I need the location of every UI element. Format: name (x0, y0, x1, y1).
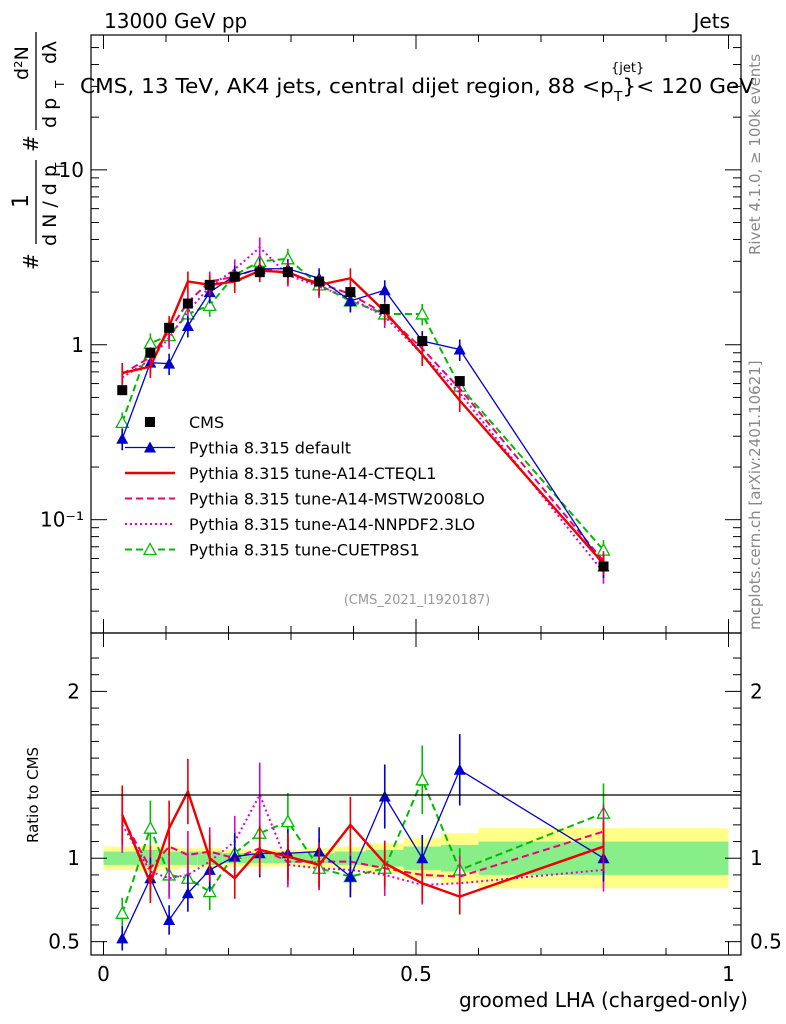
cuetp8s1-point (415, 306, 430, 320)
default-point (181, 320, 194, 332)
title-prefix: CMS, 13 TeV, AK4 jets, central dijet reg… (80, 74, 614, 98)
legend-marker-default (144, 441, 156, 453)
cteql1-line (121, 269, 605, 565)
default-point (378, 284, 391, 296)
legend-marker-cuetp8s1 (142, 542, 158, 556)
default-ratio-point (181, 887, 194, 899)
default-ratio-point (378, 790, 391, 802)
x-tick-label: 1 (722, 962, 735, 986)
cteql1-ratio-line (121, 788, 604, 898)
rivet-label: Rivet 4.1.0, ≥ 100k events (746, 54, 764, 255)
cms-point (204, 279, 215, 290)
x-tick-label: 0.5 (400, 962, 432, 986)
cms-point (417, 336, 428, 347)
x-tick-label: 0 (97, 962, 110, 986)
cuetp8s1-point (115, 415, 130, 429)
cms-point (117, 385, 128, 396)
cuetp8s1-ratio-point (115, 905, 130, 919)
ratio-y-tick-label: 0.5 (48, 930, 80, 954)
main-y-tick-label: 10⁻¹ (40, 508, 84, 532)
nnpdf-ratio-line (121, 792, 604, 886)
cms-point (379, 304, 390, 315)
default-ratio-point (116, 932, 129, 944)
cms-point (314, 276, 325, 287)
ylabel-subT2: T (53, 80, 67, 89)
legend-label-cms: CMS (189, 413, 224, 432)
ratio-y-tick-label-right: 2 (750, 679, 763, 703)
default-point (116, 432, 129, 444)
cuetp8s1-line (121, 257, 605, 551)
stat-uncertainty-band (103, 851, 141, 865)
default-ratio-point (416, 852, 429, 864)
cms-point (345, 287, 356, 298)
main-y-tick-label: 1 (71, 333, 84, 357)
main-ylabel: # 1 d N / d p T # d²N d p T dλ (9, 32, 67, 270)
main-series-group (115, 237, 611, 584)
cms-point (182, 298, 193, 309)
cuetp8s1-point (143, 335, 158, 349)
cms-point (454, 376, 465, 387)
ylabel-hash1: # (19, 253, 43, 270)
legend-label-mstw: Pythia 8.315 tune-A14-MSTW2008LO (189, 490, 485, 509)
ratio-y-tick-label: 1 (67, 846, 80, 870)
default-line (121, 268, 605, 567)
header-right: Jets (692, 9, 730, 33)
legend-label-cteql1: Pythia 8.315 tune-A14-CTEQL1 (189, 464, 436, 483)
cms-point (282, 267, 293, 278)
plot-title: CMS, 13 TeV, AK4 jets, central dijet reg… (80, 74, 754, 105)
ratio-y-tick-label-right: 1 (750, 846, 763, 870)
default-ratio-point (228, 850, 241, 862)
ylabel-dN: d N / d p (39, 165, 61, 246)
ratio-series-group (115, 734, 611, 951)
default-ratio-point (344, 870, 357, 882)
cuetp8s1-point (202, 297, 217, 311)
legend: CMS Pythia 8.315 default Pythia 8.315 tune… (125, 413, 485, 560)
legend-label-cuetp8s1: Pythia 8.315 tune-CUETP8S1 (189, 541, 420, 560)
title-sub: T (613, 90, 623, 105)
cms-point (229, 271, 240, 282)
cuetp8s1-ratio-point (415, 772, 430, 786)
default-point (453, 343, 466, 355)
legend-marker-cms (145, 417, 155, 427)
analysis-id: (CMS_2021_I1920187) (344, 593, 491, 608)
cms-point (598, 561, 609, 572)
header-left: 13000 GeV pp (104, 9, 247, 33)
default-point (163, 357, 176, 369)
default-ratio-point (163, 913, 176, 925)
ylabel-one: 1 (9, 194, 34, 208)
ylabel-subT: T (53, 162, 67, 171)
legend-label-nnpdf: Pythia 8.315 tune-A14-NNPDF2.3LO (189, 515, 475, 534)
cuetp8s1-ratio-point (143, 820, 158, 834)
mstw-ratio-line (121, 817, 604, 878)
ylabel-d2N: d²N (11, 46, 33, 80)
axes-ticks: 0 0.5 1 10 1 10⁻¹ 0.5 0.5 1 1 2 2 (40, 35, 782, 986)
ylabel-dl: dλ (39, 41, 61, 64)
default-point (344, 294, 357, 306)
mcplots-label: mcplots.cern.ch [arXiv:2401.10621] (746, 360, 764, 630)
legend-label-default: Pythia 8.315 default (189, 439, 351, 458)
title-suffix: }< 120 GeV (622, 74, 754, 98)
ratio-y-tick-label: 2 (67, 679, 80, 703)
x-axis-label: groomed LHA (charged-only) (459, 988, 748, 1012)
default-ratio-point (453, 763, 466, 775)
ratio-y-tick-label-right: 0.5 (750, 930, 782, 954)
cuetp8s1-ratio-point (280, 814, 295, 828)
cms-point (254, 267, 265, 278)
cms-point (164, 322, 175, 333)
cms-point (145, 347, 156, 358)
ratio-ylabel: Ratio to CMS (24, 747, 42, 843)
title-sup: {jet} (611, 61, 644, 76)
ylabel-dpT: d p (39, 98, 61, 128)
ylabel-hash2: # (19, 135, 43, 152)
main-y-tick-label: 10 (59, 158, 84, 182)
